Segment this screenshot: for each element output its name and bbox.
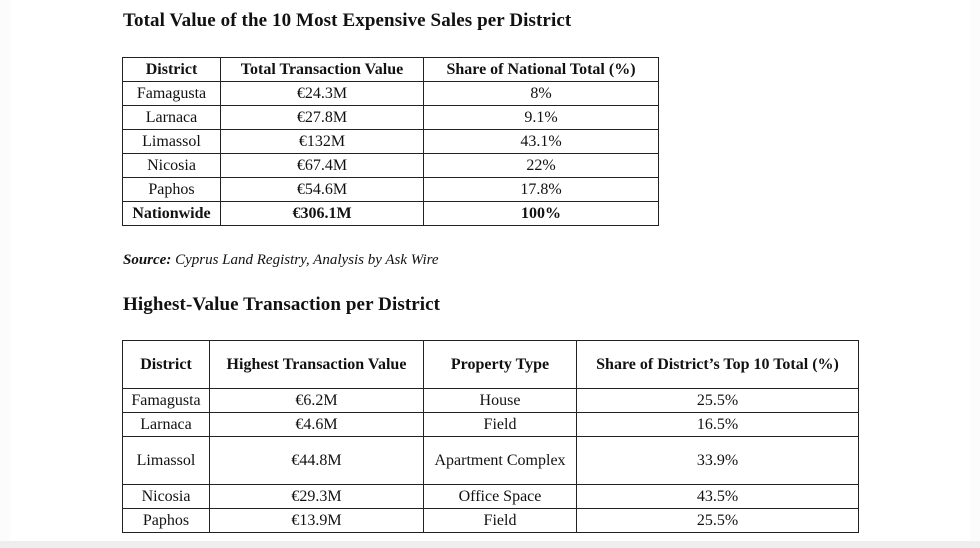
table-cell: 43.1% — [423, 129, 659, 154]
table-cell: €29.3M — [209, 484, 424, 509]
table-header-row: District Total Transaction Value Share o… — [122, 57, 659, 82]
table-cell: €67.4M — [220, 153, 424, 178]
table-cell: Nicosia — [122, 484, 210, 509]
table-header-row: District Highest Transaction Value Prope… — [122, 340, 859, 389]
table-cell: €306.1M — [220, 201, 424, 226]
table-cell: 100% — [423, 201, 659, 226]
table-cell: €54.6M — [220, 177, 424, 202]
column-header: Highest Transaction Value — [209, 340, 424, 389]
table-cell: €27.8M — [220, 105, 424, 130]
table-cell: 33.9% — [576, 436, 859, 485]
table-cell: Larnaca — [122, 105, 221, 130]
table-cell: 22% — [423, 153, 659, 178]
table-row: Larnaca €27.8M 9.1% — [122, 105, 659, 130]
table-cell: 17.8% — [423, 177, 659, 202]
table-cell: Limassol — [122, 129, 221, 154]
table-cell: 25.5% — [576, 388, 859, 413]
table-row: Paphos €13.9M Field 25.5% — [122, 508, 859, 533]
column-header: District — [122, 57, 221, 82]
table-cell: Nationwide — [122, 201, 221, 226]
table2-title: Highest-Value Transaction per District — [123, 294, 441, 315]
window-bottom-edge — [0, 541, 980, 548]
table-cell: 43.5% — [576, 484, 859, 509]
table-cell: Nicosia — [122, 153, 221, 178]
table-cell: 8% — [423, 81, 659, 106]
source-note: Source: Cyprus Land Registry, Analysis b… — [123, 252, 439, 269]
source-label: Source: — [123, 252, 172, 268]
table-cell: €44.8M — [209, 436, 424, 485]
table-cell: Larnaca — [122, 412, 210, 437]
table-row: Nicosia €67.4M 22% — [122, 153, 659, 178]
table-cell: €4.6M — [209, 412, 424, 437]
table-cell: Famagusta — [122, 388, 210, 413]
table-cell: 25.5% — [576, 508, 859, 533]
table-cell: Field — [423, 508, 577, 533]
table-cell: Paphos — [122, 508, 210, 533]
table-cell: 16.5% — [576, 412, 859, 437]
table-cell: Field — [423, 412, 577, 437]
table-cell: Apartment Complex — [423, 436, 577, 485]
table-cell: 9.1% — [423, 105, 659, 130]
table-cell: Famagusta — [122, 81, 221, 106]
table-row: Famagusta €24.3M 8% — [122, 81, 659, 106]
table-cell: €13.9M — [209, 508, 424, 533]
table-row: Paphos €54.6M 17.8% — [122, 177, 659, 202]
table-cell: Limassol — [122, 436, 210, 485]
column-header: Property Type — [423, 340, 577, 389]
table-row: Famagusta €6.2M House 25.5% — [122, 388, 859, 413]
highest-transaction-table: District Highest Transaction Value Prope… — [122, 340, 859, 533]
table-cell: Office Space — [423, 484, 577, 509]
column-header: District — [122, 340, 210, 389]
total-row: Nationwide €306.1M 100% — [122, 201, 659, 226]
column-header: Share of National Total (%) — [423, 57, 659, 82]
source-text: Cyprus Land Registry, Analysis by Ask Wi… — [171, 252, 439, 268]
column-header: Share of District’s Top 10 Total (%) — [576, 340, 859, 389]
table-cell: €132M — [220, 129, 424, 154]
table1-title: Total Value of the 10 Most Expensive Sal… — [123, 10, 572, 31]
district-totals-table: District Total Transaction Value Share o… — [122, 57, 659, 226]
column-header: Total Transaction Value — [220, 57, 424, 82]
table-cell: €24.3M — [220, 81, 424, 106]
table-row: Limassol €44.8M Apartment Complex 33.9% — [122, 436, 859, 485]
table-row: Larnaca €4.6M Field 16.5% — [122, 412, 859, 437]
table-row: Nicosia €29.3M Office Space 43.5% — [122, 484, 859, 509]
table-cell: Paphos — [122, 177, 221, 202]
table-cell: €6.2M — [209, 388, 424, 413]
table-row: Limassol €132M 43.1% — [122, 129, 659, 154]
table-cell: House — [423, 388, 577, 413]
